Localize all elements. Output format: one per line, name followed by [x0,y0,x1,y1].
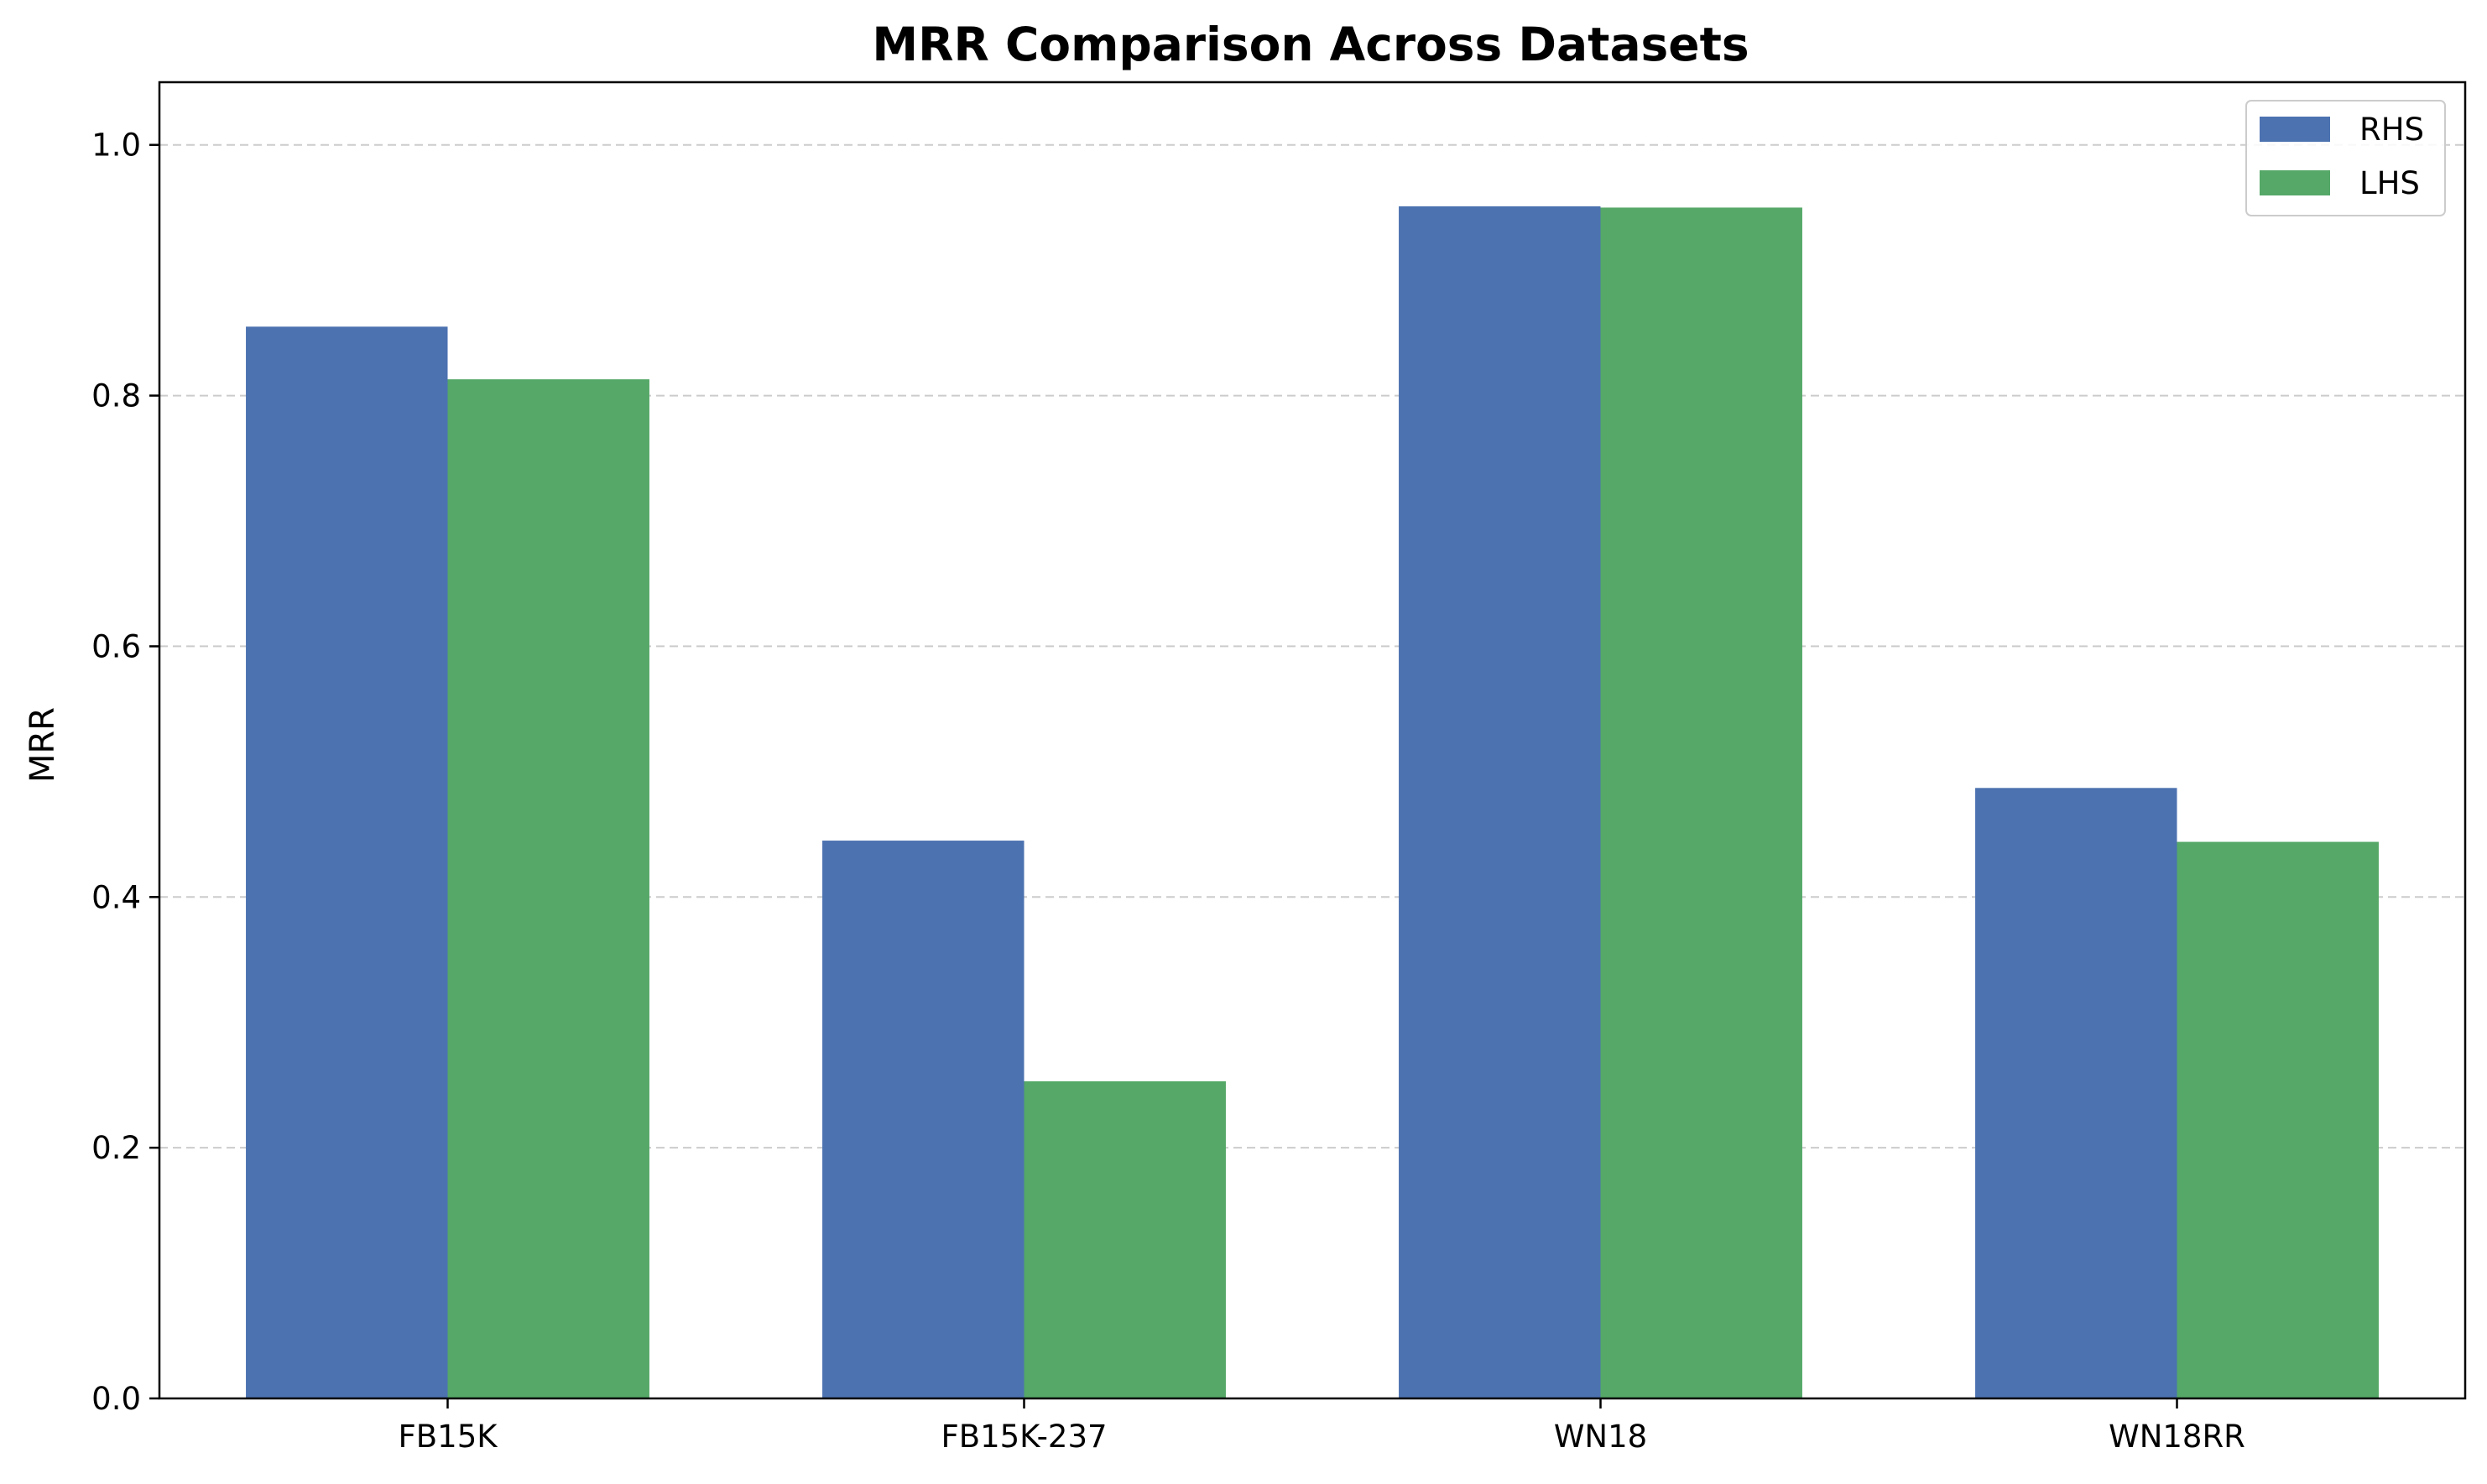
x-tick-label-1: FB15K-237 [941,1419,1107,1455]
legend: RHS LHS [2245,100,2446,216]
bar-lhs-fb15k [447,379,649,1398]
y-tick-label-0: 0.0 [91,1381,141,1417]
y-tick-label-1: 0.2 [91,1130,141,1166]
y-axis-label: MRR [23,707,62,783]
x-axis-ticks: FB15K FB15K-237 WN18 WN18RR [398,1398,2245,1455]
y-tick-label-2: 0.4 [91,879,141,915]
bar-rhs-fb15k-237 [822,841,1025,1398]
chart-title: MRR Comparison Across Datasets [872,18,1749,71]
bar-lhs-wn18rr [2177,841,2379,1398]
bar-rhs-wn18 [1399,206,1601,1398]
legend-swatch-lhs [2260,170,2330,195]
bar-lhs-fb15k-237 [1024,1080,1226,1398]
bar-lhs-wn18 [1600,207,1802,1398]
legend-label-rhs: RHS [2359,112,2424,148]
x-tick-label-3: WN18RR [2109,1419,2245,1455]
x-tick-label-0: FB15K [398,1419,498,1455]
legend-label-lhs: LHS [2359,165,2420,201]
y-tick-label-5: 1.0 [91,128,141,164]
y-tick-label-4: 0.8 [91,378,141,414]
y-tick-label-3: 0.6 [91,628,141,664]
legend-swatch-rhs [2260,117,2330,142]
bar-rhs-wn18rr [1975,788,2177,1398]
bars [246,206,2379,1398]
bar-rhs-fb15k [246,326,448,1398]
y-axis-ticks: 0.0 0.2 0.4 0.6 0.8 1.0 [91,128,159,1417]
plot-area-frame [158,81,2467,1400]
x-tick-label-2: WN18 [1554,1419,1647,1455]
